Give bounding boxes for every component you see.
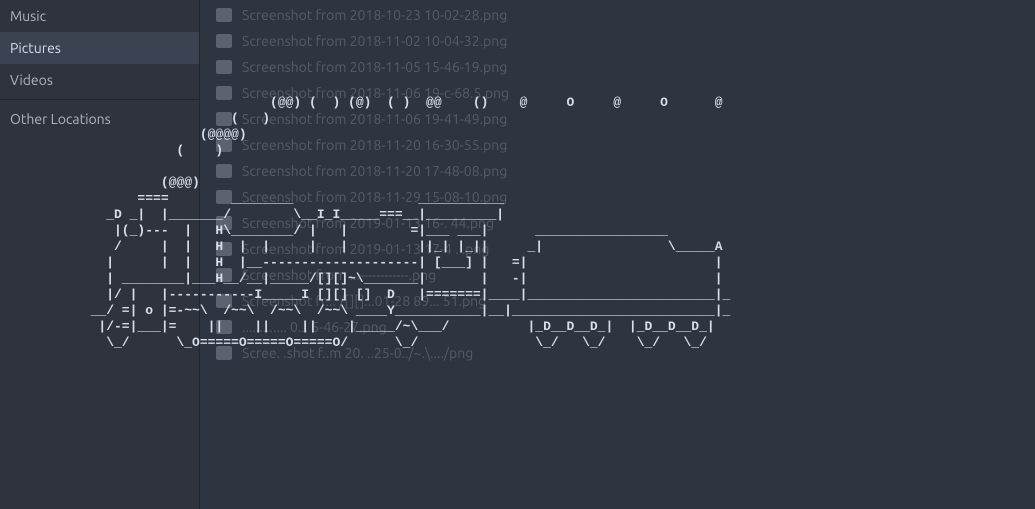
- file-row[interactable]: Screenshot from 2019-01-13 17-4 . .png: [210, 236, 1025, 262]
- file-name: ............. 0... 5-46-27.png: [242, 319, 387, 335]
- file-icon: [216, 60, 232, 74]
- file-name: Screenshot from 2018-11-29 15-08-10.png: [242, 189, 507, 205]
- file-icon: [216, 242, 232, 256]
- file-list: Screenshot from 2018-10-23 10-02-28.png …: [200, 0, 1035, 509]
- file-icon: [216, 112, 232, 126]
- sidebar-item-music[interactable]: Music: [0, 0, 199, 32]
- file-name: Screenshot from 2018-10-23 10-02-28.png: [242, 7, 507, 23]
- file-name: Screenshot from 2018-11-20 16-30-55.png: [242, 137, 507, 153]
- file-name: Screenshot from 2019-01-13 17-4 . .png: [242, 241, 489, 257]
- file-name: Screenshot from 2019-01-13 16-. 44.png: [242, 215, 494, 231]
- file-name: Screenshot from 2018-11-20 17-48-08.png: [242, 163, 507, 179]
- file-row[interactable]: Screenshot from 2018-11-20 16-30-55.png: [210, 132, 1025, 158]
- file-row[interactable]: ............. 0... 5-46-27.png: [210, 314, 1025, 340]
- file-name: Screenshot fr... /[][]...01-28 89... 51.…: [242, 293, 486, 309]
- file-row[interactable]: Screenshot from 2018-11-20 17-48-08.png: [210, 158, 1025, 184]
- file-row[interactable]: Screenshot from 2018-11-06 19-c-68.5.png: [210, 80, 1025, 106]
- sidebar-item-other-locations[interactable]: Other Locations: [0, 103, 199, 135]
- file-row[interactable]: Screenshot from 2018-11-05 15-46-19.png: [210, 54, 1025, 80]
- sidebar: Music Pictures Videos Other Locations: [0, 0, 200, 509]
- file-icon: [216, 164, 232, 178]
- file-row[interactable]: Screenshot from 2018-11-06 19-41-49.png: [210, 106, 1025, 132]
- file-icon: [216, 216, 232, 230]
- file-icon: [216, 320, 232, 334]
- file-name: Screenshot from 2018-11-05 15-46-19.png: [242, 59, 507, 75]
- file-row[interactable]: Screenshot fr... /[][]...01-28 89... 51.…: [210, 288, 1025, 314]
- file-icon: [216, 190, 232, 204]
- file-row[interactable]: Screenshot from 2018-11-29 15-08-10.png: [210, 184, 1025, 210]
- file-name: Screenshot from 2018-11-06 19-41-49.png: [242, 111, 507, 127]
- file-icon: [216, 294, 232, 308]
- file-icon: [216, 8, 232, 22]
- file-name: Screenshot from 2018-11-06 19-c-68.5.png: [242, 85, 509, 101]
- file-icon: [216, 268, 232, 282]
- file-name: Screenshot from ...------------.png: [242, 267, 436, 283]
- file-row[interactable]: Screenshot from 2018-10-23 10-02-28.png: [210, 2, 1025, 28]
- file-icon: [216, 346, 232, 360]
- file-icon: [216, 86, 232, 100]
- file-row[interactable]: Screenshot from 2018-11-02 10-04-32.png: [210, 28, 1025, 54]
- file-icon: [216, 34, 232, 48]
- sidebar-separator: [0, 99, 199, 100]
- file-row[interactable]: Screenshot from 2019-01-13 16-. 44.png: [210, 210, 1025, 236]
- sidebar-item-videos[interactable]: Videos: [0, 64, 199, 96]
- file-icon: [216, 138, 232, 152]
- file-name: Screenshot from 2018-11-02 10-04-32.png: [242, 33, 507, 49]
- file-name: Scree. .shot f..m 20. ..25-0../~.\..../p…: [242, 345, 473, 361]
- file-row[interactable]: Screenshot from ...------------.png: [210, 262, 1025, 288]
- sidebar-item-pictures[interactable]: Pictures: [0, 32, 199, 64]
- file-row[interactable]: Scree. .shot f..m 20. ..25-0../~.\..../p…: [210, 340, 1025, 366]
